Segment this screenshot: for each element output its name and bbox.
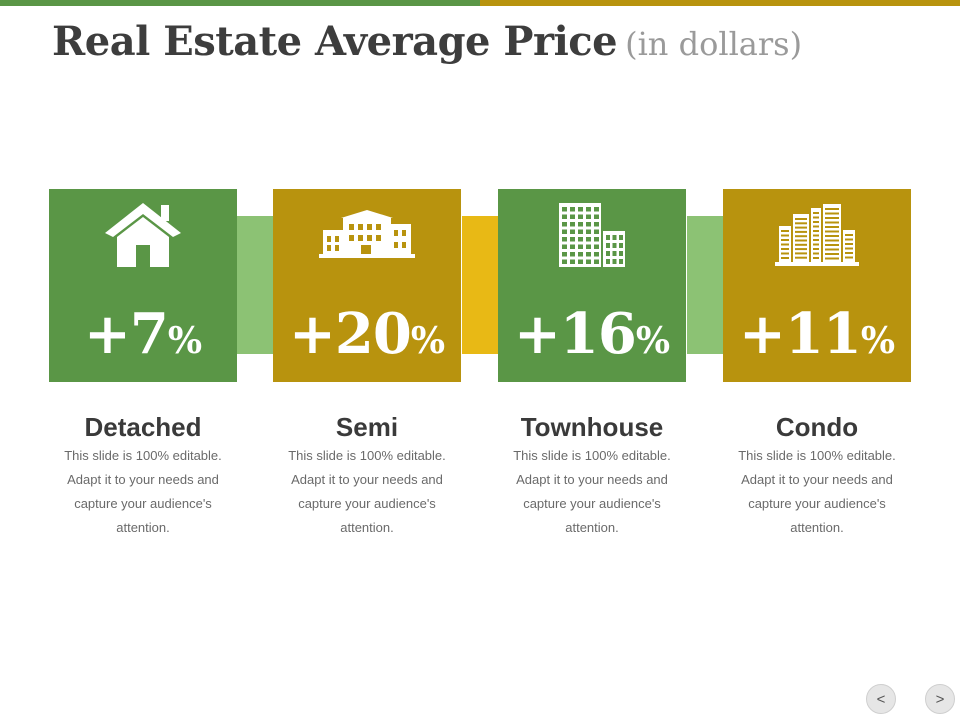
- connector-3: [687, 216, 723, 354]
- label-semi: Semi: [335, 412, 399, 442]
- label-detached: Detached: [84, 412, 202, 442]
- connector-2: [462, 216, 498, 354]
- card-detached: +7%: [49, 189, 237, 382]
- top-accent-bar-right: [480, 0, 960, 6]
- value-detached: +7%: [83, 301, 203, 367]
- description-townhouse: This slide is 100% editable. Adapt it to…: [513, 448, 671, 535]
- tower-icon: [559, 203, 625, 267]
- prev-slide-button[interactable]: <: [866, 684, 896, 714]
- value-townhouse: +16%: [513, 301, 671, 367]
- value-semi: +20%: [288, 301, 446, 367]
- description-condo: This slide is 100% editable. Adapt it to…: [738, 448, 896, 535]
- card-townhouse: +16%: [498, 189, 686, 382]
- value-condo: +11%: [738, 301, 896, 367]
- description-detached: This slide is 100% editable. Adapt it to…: [64, 448, 222, 535]
- title-main: Real Estate Average Price: [52, 18, 618, 65]
- building-icon: [319, 210, 415, 258]
- page-title: Real Estate Average Price (in dollars): [52, 18, 802, 65]
- card-condo: +11%: [723, 189, 911, 382]
- city-icon: [775, 204, 859, 266]
- label-condo: Condo: [775, 412, 859, 442]
- house-icon: [105, 203, 181, 267]
- description-semi: This slide is 100% editable. Adapt it to…: [288, 448, 446, 535]
- title-subtitle: (in dollars): [625, 25, 803, 63]
- label-townhouse: Townhouse: [520, 412, 664, 442]
- card-semi: +20%: [273, 189, 461, 382]
- next-slide-button[interactable]: >: [925, 684, 955, 714]
- top-accent-bar-left: [0, 0, 480, 6]
- connector-1: [237, 216, 273, 354]
